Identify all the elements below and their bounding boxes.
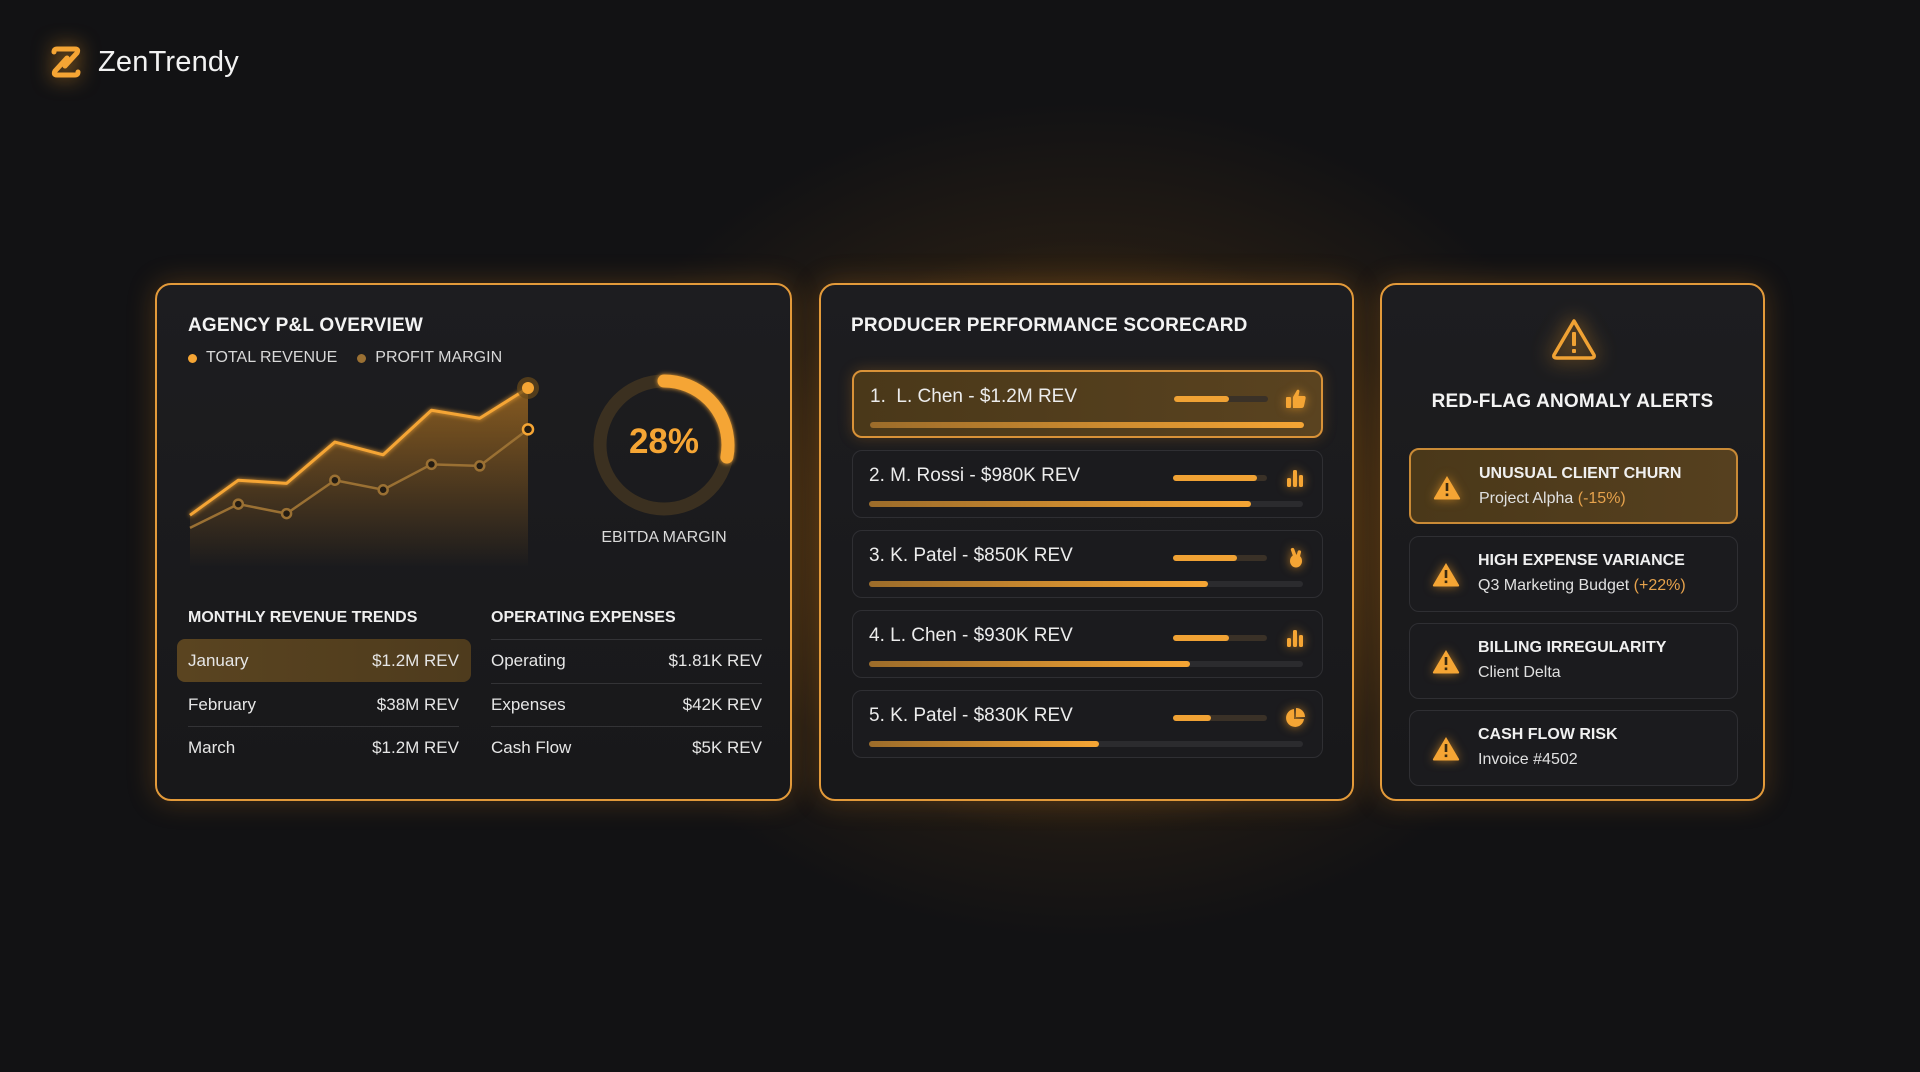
revenue-progress [869,581,1303,587]
producer-label: 3. K. Patel - $850K REV [869,545,1073,566]
ebitda-donut[interactable] [593,374,735,516]
legend-dot [188,353,197,363]
producer-label: 5. K. Patel - $830K REV [869,705,1073,726]
row-value: $1.2M REV [372,650,459,670]
revenue-progress [869,661,1303,667]
producer-scorecard-card: PRODUCER PERFORMANCE SCORECARD 1. L. Che… [819,283,1354,801]
legend-label: TOTAL REVENUE [206,349,338,366]
monthly-row-february[interactable]: February $38M REV [188,683,459,726]
chart-plot [189,377,539,567]
row-value: $1.81K REV [668,651,762,670]
brand-logo[interactable]: ZenTrendy [48,44,239,80]
legend-item-profit[interactable]: PROFIT MARGIN [357,349,502,367]
mini-progress [1173,475,1267,481]
row-label: January [188,650,249,670]
row-value: $38M REV [376,694,459,714]
ebitda-label: EBITDA MARGIN [601,529,727,546]
alert-title: CASH FLOW RISK [1478,726,1618,743]
bar-chart-icon [1287,470,1303,487]
pl-overview-card: AGENCY P&L OVERVIEW TOTAL REVENUE PROFIT… [155,283,792,801]
monthly-row-january[interactable]: January $1.2M REV [177,639,471,682]
legend-item-revenue[interactable]: TOTAL REVENUE [188,349,337,367]
z-logo-icon [51,46,81,78]
scorecard-row[interactable]: 5. K. Patel - $830K REV [852,690,1323,758]
warning-icon [1432,563,1460,587]
revenue-line-chart[interactable] [157,285,794,585]
alert-detail: Project Alpha (-15%) [1479,490,1626,507]
warning-icon [1433,476,1461,500]
alert-change: (+22%) [1633,577,1686,594]
alert-title: HIGH EXPENSE VARIANCE [1478,552,1685,569]
brand-name: ZenTrendy [98,45,239,78]
row-label: March [188,738,236,757]
row-value: $5K REV [692,738,762,757]
row-label: Cash Flow [491,738,572,757]
expense-row-operating[interactable]: Operating $1.81K REV [491,639,762,682]
legend-dot [357,353,367,363]
alert-title: BILLING IRREGULARITY [1478,639,1667,656]
scorecard-row[interactable]: 2. M. Rossi - $980K REV [852,450,1323,518]
monthly-row-march[interactable]: March $1.2M REV [188,726,459,769]
chart-legend: TOTAL REVENUE PROFIT MARGIN [188,349,502,367]
row-label: Operating [491,651,566,670]
hand-icon [1290,547,1302,568]
scorecard-row[interactable]: 4. L. Chen - $930K REV [852,610,1323,678]
producer-label: 1. L. Chen - $1.2M REV [870,386,1078,407]
scorecard-row[interactable]: 3. K. Patel - $850K REV [852,530,1323,598]
scorecard-row[interactable]: 1. L. Chen - $1.2M REV [852,370,1323,438]
alert-detail: Invoice #4502 [1478,751,1578,768]
legend-label: PROFIT MARGIN [375,349,503,366]
producer-label: 4. L. Chen - $930K REV [869,625,1073,646]
revenue-progress [869,501,1303,507]
warning-icon [1552,319,1596,360]
revenue-progress [869,741,1303,747]
warning-icon [1432,650,1460,674]
expense-row-expenses[interactable]: Expenses $42K REV [491,683,762,726]
alert-title: UNUSUAL CLIENT CHURN [1479,465,1682,482]
operating-expenses-title: OPERATING EXPENSES [491,609,676,626]
row-value: $42K REV [682,695,762,714]
alert-detail: Client Delta [1478,664,1561,681]
alert-item[interactable]: HIGH EXPENSE VARIANCE Q3 Marketing Budge… [1409,536,1738,612]
thumbs-up-icon [1286,389,1306,408]
alert-item[interactable]: CASH FLOW RISK Invoice #4502 [1409,710,1738,786]
pie-chart-icon [1286,708,1305,727]
row-label: February [188,694,257,714]
mini-progress [1173,635,1267,641]
row-label: Expenses [491,695,566,714]
bar-chart-icon [1287,630,1303,647]
row-value: $1.2M REV [372,738,459,757]
alert-detail: Q3 Marketing Budget (+22%) [1478,577,1686,594]
card-title: RED-FLAG ANOMALY ALERTS [1431,391,1714,412]
expense-row-cash-flow[interactable]: Cash Flow $5K REV [491,726,762,769]
card-title: AGENCY P&L OVERVIEW [188,315,424,336]
ebitda-value: 28% [628,422,700,461]
card-title: PRODUCER PERFORMANCE SCORECARD [851,315,1248,336]
mini-progress [1173,555,1267,561]
warning-icon [1432,737,1460,761]
mini-progress [1173,715,1267,721]
alert-item[interactable]: BILLING IRREGULARITY Client Delta [1409,623,1738,699]
alert-item[interactable]: UNUSUAL CLIENT CHURN Project Alpha (-15%… [1409,448,1738,524]
revenue-progress [870,422,1304,428]
anomaly-alerts-card: RED-FLAG ANOMALY ALERTS UNUSUAL CLIENT C… [1380,283,1765,801]
producer-label: 2. M. Rossi - $980K REV [869,465,1081,486]
mini-progress [1174,396,1268,402]
monthly-trends-title: MONTHLY REVENUE TRENDS [188,609,418,626]
alert-change: (-15%) [1577,490,1626,507]
